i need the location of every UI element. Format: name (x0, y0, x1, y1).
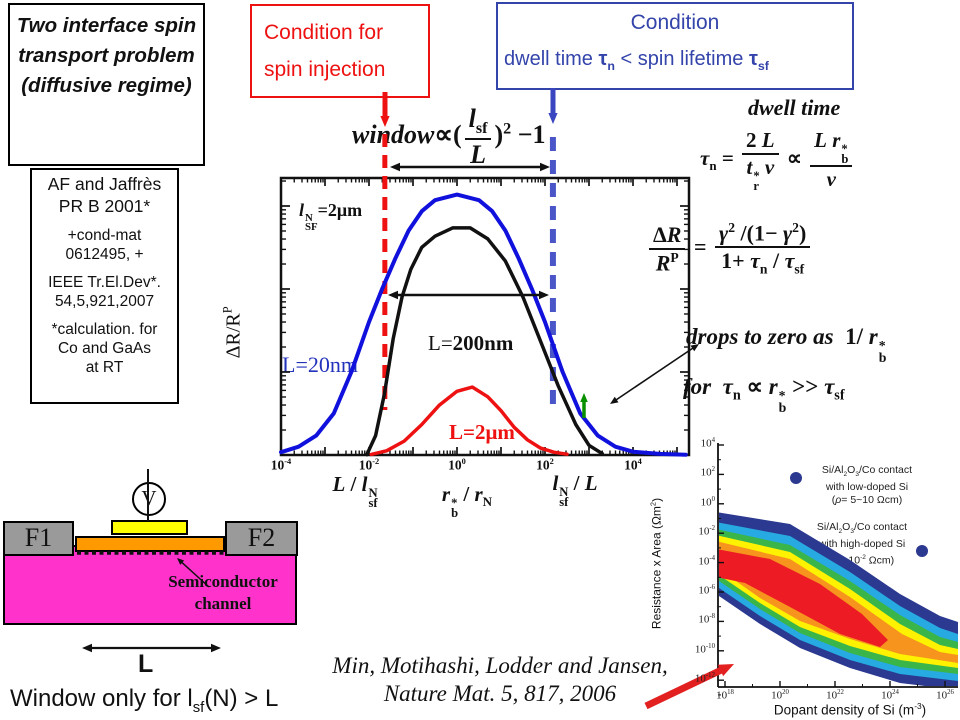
tick-label: 104 (700, 437, 715, 450)
tick-label: 100 (700, 495, 715, 509)
reference-box: AF and Jaffrès PR B 2001* +cond-mat 0612… (30, 168, 179, 404)
voltmeter: V (132, 482, 166, 516)
title-line: (diffusive (21, 74, 112, 97)
voltmeter-label: V (141, 486, 157, 510)
spin-length-note: l N SF =2μm (299, 200, 363, 234)
tick-label: 1022 (826, 689, 844, 702)
tick-label: 1024 (881, 689, 899, 702)
title-line: Two interface (16, 14, 149, 37)
contour-x-axis-label: Dopant density of Si (m-3) (773, 701, 927, 718)
tick-label: 10-4 (270, 457, 292, 473)
window-formula: window∝(lsf L)2 −1 (352, 104, 546, 170)
title-box: Two interface spin transport problem (di… (8, 3, 205, 166)
tick-label: 10-2 (698, 525, 715, 538)
condition-dwell-time-box: Condition dwell time τn < spin lifetime … (496, 2, 854, 90)
for-condition-text: for τn ∝ r * b >> τsf (683, 374, 845, 415)
drops-to-zero-text: drops to zero as 1/ r * b (686, 324, 887, 365)
tick-label: 102 (536, 457, 554, 473)
title-line: problem (113, 44, 195, 67)
tunnel-barrier-bar (75, 536, 225, 552)
curve-label-L200nm: L=200nm (428, 331, 514, 355)
tick-label: 104 (624, 457, 642, 473)
ferromagnet-f1: F1 (3, 521, 74, 556)
ref-line: +cond-mat (67, 227, 142, 244)
tick-label: 10-10 (694, 642, 715, 656)
main-chart-y-axis-label: ΔR/RP (220, 306, 245, 359)
ref-line: 54,5,921,2007 (54, 293, 155, 310)
citation-line2: Nature Mat. 5, 817, 2006 (383, 681, 617, 706)
window-condition-note: Window only for lsf(N) > L (10, 685, 279, 716)
ref-line: at RT (85, 359, 124, 376)
ref-line: IEEE Tr.El.Dev*. (48, 274, 161, 291)
f2-label: F2 (247, 523, 276, 552)
f1-label: F1 (24, 523, 53, 552)
blue-box-title: Condition (630, 11, 720, 34)
top-contact (111, 520, 188, 535)
curve-label-L20nm: L=20nm (282, 352, 358, 377)
tick-label: 100 (448, 457, 466, 473)
title-line: regime) (117, 74, 192, 97)
tick-label: 10-2 (358, 457, 380, 473)
ref-line: 0612495, + (65, 246, 144, 263)
ferromagnet-f2: F2 (225, 521, 298, 556)
tick-label: 10-6 (698, 584, 715, 597)
citation-line1: Min, Motihashi, Lodder and Jansen, (332, 653, 668, 678)
tick-label: 10-4 (698, 554, 715, 568)
semiconductor-channel-label: Semiconductor channel (168, 572, 278, 613)
ref-line: PR B 2001* (58, 196, 151, 216)
ref-line: AF and Jaffrès (47, 174, 162, 194)
channel-length-label: L (138, 650, 154, 678)
blue-box-body: dwell time τn < spin lifetime τsf (504, 48, 769, 73)
dwell-time-label: dwell time (748, 95, 841, 120)
contour-y-axis-label: Resistance x Area (Ωm2) (648, 497, 664, 630)
ref-line: Co and GaAs (57, 340, 152, 357)
title-line: spin transport (18, 14, 197, 67)
red-box-line: spin injection (264, 58, 386, 81)
tick-label: 10-12 (694, 672, 715, 685)
x-axis-label-center: r * b / rN (441, 482, 493, 521)
condition-spin-injection-box: Condition for spin injection (250, 4, 430, 98)
tick-label: 1020 (771, 689, 789, 702)
magnetoresistance-formula: ΔR RP = γ2 /(1− γ2) 1+ τn / τsf (646, 220, 813, 278)
tick-label: 102 (700, 466, 715, 480)
contour-marker-label-high-doped: Si/Al2O3/Co contact with high-doped Si (ρ=… (816, 521, 908, 567)
ref-line: *calculation. for (51, 321, 158, 338)
curve-label-L2um: L=2μm (449, 420, 515, 444)
tick-label: 1026 (936, 689, 954, 702)
red-box-line: Condition for (264, 21, 384, 44)
semiconductor-body (3, 545, 297, 625)
tick-label: 10-8 (698, 613, 715, 627)
tick-label: 1018 (716, 689, 734, 702)
contour-marker-label-low-doped: Si/Al2O3/Co contact with low-doped Si (ρ= … (821, 464, 913, 507)
